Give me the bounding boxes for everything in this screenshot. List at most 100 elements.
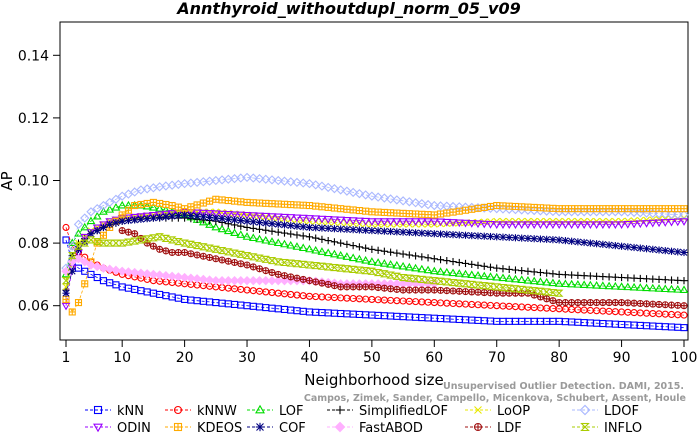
data-point [348,265,358,273]
data-point [287,230,295,238]
data-point [168,248,176,257]
data-point [486,232,495,241]
data-point [567,279,577,288]
data-point [162,200,170,209]
data-point [480,232,488,240]
data-point [354,188,365,199]
data-point [585,280,595,289]
data-point [199,199,207,207]
data-point [555,270,563,278]
data-point [74,299,83,307]
data-point [580,238,588,247]
data-point [81,267,89,275]
data-point [373,268,383,277]
data-point [198,209,208,218]
data-point [242,232,252,240]
data-point [142,212,152,221]
data-point [411,252,420,260]
data-point [599,217,607,225]
data-point [473,220,483,229]
data-point [480,262,488,270]
data-point [380,284,388,292]
data-point [560,221,570,230]
data-point [156,245,164,253]
data-point [679,218,689,226]
data-point [124,228,132,236]
series-knnw [62,223,688,319]
data-point [93,226,101,235]
data-point [242,252,252,260]
data-point [593,272,601,280]
data-point [255,199,264,207]
data-point [455,287,463,295]
data-point [423,199,433,210]
data-point [105,218,115,226]
data-point [223,211,233,219]
data-point [468,260,476,268]
data-point [398,273,408,282]
data-point [473,281,483,289]
data-point [230,216,239,224]
data-point [654,219,664,228]
data-point [468,231,476,240]
data-point [274,200,282,208]
data-point [660,209,670,219]
data-point [148,269,159,280]
data-point [318,279,326,287]
legend: kNN kNNW LOF SimplifiedLOF LoOP LDOF ODIN KDEOS… [85,404,642,434]
data-point [524,234,532,243]
data-point [323,216,333,224]
data-point [599,299,607,307]
data-point [179,272,190,283]
data-point [624,274,632,282]
data-point [554,289,564,297]
data-point [274,220,282,228]
data-point [362,226,370,234]
data-point [230,258,239,267]
data-point [448,278,458,287]
data-point [248,275,258,286]
data-point [361,267,370,275]
data-point [293,222,301,230]
data-point [211,222,221,231]
data-point [548,221,558,230]
data-point [355,226,363,234]
data-point [424,254,432,262]
data-point [524,217,532,225]
data-point [242,275,252,286]
data-point [136,268,146,278]
data-point [204,275,215,285]
data-point [568,217,576,225]
data-point [599,240,607,248]
data-point [373,192,383,202]
data-point [479,271,489,280]
data-point [261,275,271,286]
data-point [655,215,663,223]
data-point [80,222,90,231]
data-point [111,216,121,225]
plot-frame [59,21,689,341]
data-point [618,299,626,307]
data-point [206,197,214,205]
legend-item-lof: LOF [247,404,304,419]
data-point [399,228,407,236]
series-line [65,227,685,316]
x-axis-label: Neighborhood size [304,371,443,389]
data-point [192,242,202,250]
data-point [680,324,688,332]
data-point [261,174,271,184]
data-point [293,231,301,239]
data-point [605,299,613,307]
data-point [648,283,658,292]
data-point [454,269,464,277]
data-point [412,210,420,218]
series-ldf [118,227,688,310]
data-point [224,196,232,205]
data-point [543,217,551,225]
data-point [162,292,170,300]
data-point [461,288,470,296]
data-point [274,228,282,236]
data-point [642,245,651,253]
data-point [130,237,139,245]
data-point [248,212,258,220]
